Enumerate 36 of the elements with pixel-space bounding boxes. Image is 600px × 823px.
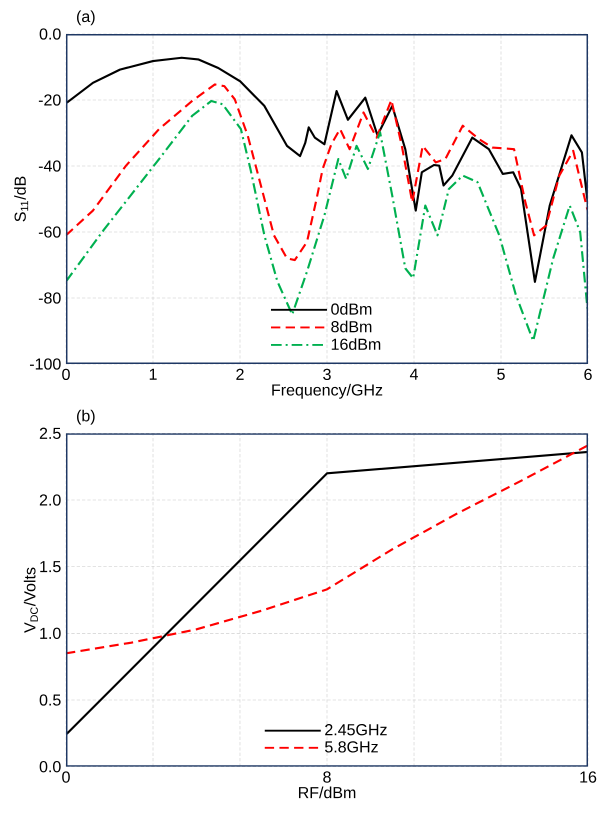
x-tick-label: 6 bbox=[584, 368, 592, 380]
x-tick-label: 2 bbox=[236, 368, 244, 380]
x-tick-label: 1 bbox=[150, 368, 157, 380]
y-axis-title: V$_{DC}$/Volts bbox=[24, 568, 38, 633]
y-tick-label: -60 bbox=[38, 226, 61, 238]
x-axis-title: RF/dBm bbox=[298, 786, 356, 798]
y-tick-label: 0.0 bbox=[40, 761, 61, 772]
line-series bbox=[66, 83, 588, 262]
chart-title: (a) bbox=[77, 10, 95, 26]
chart-title: (b) bbox=[77, 410, 95, 425]
x-tick-label: 5 bbox=[497, 368, 505, 380]
x-tick-label: 3 bbox=[323, 368, 331, 380]
x-tick-label: 8 bbox=[323, 771, 331, 783]
y-tick-label: -80 bbox=[38, 292, 61, 304]
x-axis-title: Frequency/GHz bbox=[272, 384, 382, 399]
legend-label: 5.8GHz bbox=[325, 741, 378, 753]
x-tick-label: 0 bbox=[62, 368, 70, 380]
y-axis-title: S$_{11}$/dB bbox=[14, 176, 28, 222]
y-tick-label: 0.5 bbox=[40, 694, 61, 706]
legend-label: 8dBm bbox=[331, 320, 372, 332]
y-tick-label: 1.0 bbox=[40, 628, 61, 639]
y-tick-label: -40 bbox=[38, 160, 61, 172]
line-series bbox=[66, 444, 588, 654]
y-tick-label: -100 bbox=[30, 358, 61, 370]
y-tick-label: 1.5 bbox=[40, 561, 61, 572]
y-tick-label: 0.0 bbox=[40, 28, 61, 40]
legend-label: 16dBm bbox=[332, 338, 380, 350]
y-tick-label: -20 bbox=[38, 94, 61, 106]
x-tick-label: 4 bbox=[410, 368, 418, 380]
y-tick-label: 2.5 bbox=[40, 428, 61, 439]
line-series bbox=[66, 56, 588, 283]
x-tick-label: 0 bbox=[62, 771, 70, 783]
legend-label: 2.45GHz bbox=[325, 724, 387, 736]
y-tick-label: 2.0 bbox=[40, 494, 61, 506]
legend-label: 0dBm bbox=[331, 303, 372, 315]
x-tick-label: 16 bbox=[580, 771, 596, 783]
